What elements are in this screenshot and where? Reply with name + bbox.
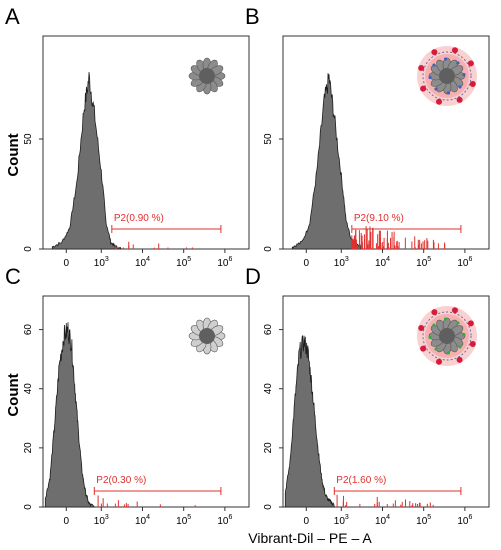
core [199,328,215,344]
surface-marker [431,49,438,56]
surface-marker [456,96,463,103]
plot-frame [282,295,490,508]
surface-marker [420,85,427,92]
gate-label: P2(1.60 %) [336,475,386,486]
surface-marker [451,47,458,54]
x-tick-label: 0 [303,258,309,269]
nanoparticle-icon [188,57,226,95]
ligand-dot [443,57,448,61]
surface-marker [456,356,463,363]
plot-frame [282,35,490,250]
x-tick-label: 103 [334,514,349,527]
x-tick-label: 105 [416,256,431,269]
membrane-ring [422,311,472,361]
x-tick-label: 106 [217,256,232,269]
surface-marker [420,345,427,352]
ligand-dot [458,85,462,89]
x-axis-label: Vibrant-Dil – PE – A [248,530,372,546]
ligand-dot [462,72,466,77]
x-tick-label: 106 [457,514,472,527]
surface-marker [436,98,443,105]
y-tick-label: 50 [263,133,274,145]
surface-marker [418,65,425,72]
ligand-dot [456,321,460,325]
plot-frame [42,35,250,250]
y-axis-label: Count [5,373,22,416]
x-tick-label: 105 [416,514,431,527]
surface-marker [469,340,476,347]
surface-marker [418,325,425,332]
y-tick-label: 0 [263,246,274,252]
x-tick-label: 104 [135,256,150,269]
gate-label: P2(9.10 %) [354,213,404,224]
y-tick-label: 20 [263,442,274,454]
chart-panel: C 0 20 40 60 0 103 104 105 106 P2(0.30 %) [5,264,250,527]
ligand-dot [434,87,438,91]
ligand-dot [432,63,436,67]
panel-label: A [5,4,20,29]
surface-marker [467,320,474,327]
nanoparticle-icon [188,317,226,355]
y-tick-label: 20 [23,442,34,454]
x-tick-label: 104 [375,256,390,269]
plot-frame [42,295,250,508]
x-tick-label: 106 [217,514,232,527]
panels: A 0 50 0 103 104 105 106 P2(0.90 %) B 0 50 0 103 104 10… [5,4,490,527]
membrane-ring [422,51,472,101]
surface-marker [451,307,458,314]
ligand-dot [428,335,432,340]
y-tick-label: 40 [23,383,34,395]
ligand-dot [432,323,436,327]
gate-label: P2(0.90 %) [114,213,164,224]
y-tick-label: 0 [23,246,34,252]
y-tick-label: 50 [23,133,34,145]
panel-label: C [5,264,21,289]
x-tick-label: 103 [94,256,109,269]
histogram-area [44,322,96,508]
x-tick-label: 105 [176,514,191,527]
y-tick-label: 60 [263,324,274,336]
y-tick-label: 0 [263,504,274,510]
x-tick-label: 103 [94,514,109,527]
y-tick-label: 60 [23,324,34,336]
gate-label: P2(0.30 %) [96,475,146,486]
histogram-area [284,335,335,508]
x-tick-label: 106 [457,256,472,269]
x-tick-label: 103 [334,256,349,269]
x-tick-label: 104 [375,514,390,527]
surface-marker [469,80,476,87]
x-tick-label: 0 [63,516,69,527]
ligand-dot [446,351,451,355]
panel-label: D [245,264,261,289]
surface-marker [467,60,474,67]
x-tick-label: 104 [135,514,150,527]
core [199,68,215,84]
histogram-area [51,72,122,250]
chart-panel: B 0 50 0 103 104 105 106 P2(9.10 %) [245,4,490,269]
ligand-dot [428,75,432,80]
ligand-dot [456,61,460,65]
surface-marker [436,358,443,365]
x-tick-label: 105 [176,256,191,269]
ligand-dot [446,91,451,95]
nanoparticle-icon [417,306,477,366]
core [439,328,455,344]
surface-marker [431,309,438,316]
x-tick-label: 0 [303,516,309,527]
panel-label: B [245,4,260,29]
y-axis-label: Count [5,133,22,176]
ligand-dot [434,347,438,351]
ligand-dot [458,345,462,349]
y-tick-label: 0 [23,504,34,510]
chart-panel: A 0 50 0 103 104 105 106 P2(0.90 %) [5,4,250,269]
histogram-area [291,73,362,250]
ligand-dot [462,332,466,337]
y-tick-label: 40 [263,383,274,395]
ligand-dot [443,317,448,321]
chart-panel: D 0 20 40 60 0 103 104 105 106 P2(1.60 %) [245,264,490,527]
core [439,68,455,84]
nanoparticle-icon [417,46,477,106]
x-tick-label: 0 [63,258,69,269]
